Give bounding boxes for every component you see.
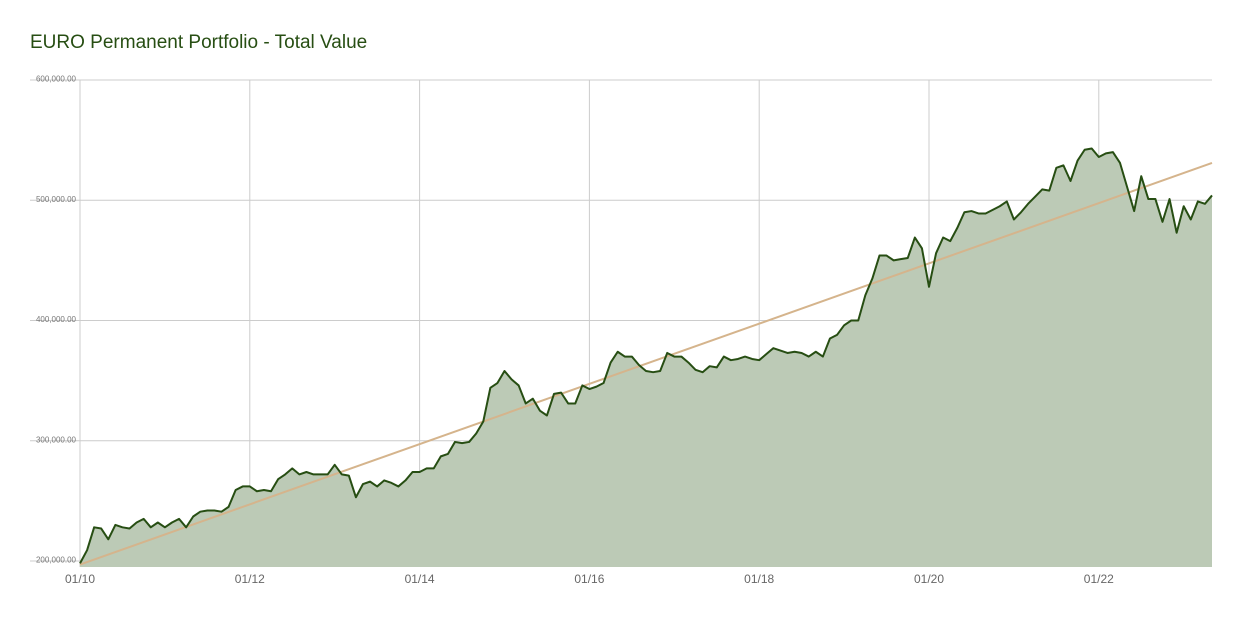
x-tick-label: 01/14: [405, 572, 435, 586]
y-tick-label: 300,000.00: [36, 435, 77, 444]
x-tick-label: 01/20: [914, 572, 944, 586]
y-tick-label: 500,000.00: [36, 195, 77, 204]
y-tick-label: 600,000.00: [36, 75, 77, 84]
y-tick-label: 200,000.00: [36, 556, 77, 565]
series-line: [79, 147, 1213, 564]
chart-title: EURO Permanent Portfolio - Total Value: [30, 32, 367, 53]
x-tick-label: 01/12: [235, 572, 265, 586]
x-tick-label: 01/10: [65, 572, 95, 586]
area-fill: [80, 148, 1212, 568]
y-tick-label: 400,000.00: [36, 315, 77, 324]
x-tick-label: 01/18: [744, 572, 774, 586]
x-tick-label: 01/22: [1084, 572, 1114, 586]
trend-line: [79, 162, 1213, 566]
x-tick-label: 01/16: [574, 572, 604, 586]
